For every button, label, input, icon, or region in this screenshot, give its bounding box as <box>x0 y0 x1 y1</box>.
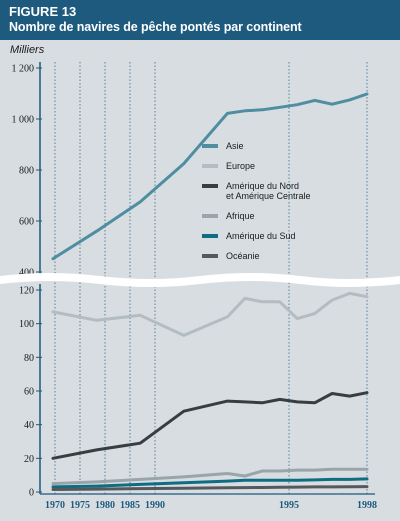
y-tick-label: 800 <box>19 166 34 177</box>
legend-label: Europe <box>226 161 255 171</box>
x-tick-label: 1998 <box>357 500 377 511</box>
y-tick-label: 100 <box>19 319 34 330</box>
figure-label: FIGURE 13 <box>9 4 77 19</box>
series-line-oceanie <box>51 485 369 491</box>
y-axis-unit-label: Milliers <box>10 44 45 56</box>
series-line-europe <box>51 291 369 337</box>
figure-title: Nombre de navires de pêche pontés par co… <box>9 20 302 34</box>
x-tick-label: 1980 <box>95 500 115 511</box>
axis-break <box>0 273 400 287</box>
x-tick-label: 1985 <box>120 500 140 511</box>
y-tick-label: 1 200 <box>12 64 35 75</box>
series-line-asie <box>51 92 369 261</box>
y-ticks: 400 600 800 1 000 1 200 0 20 40 60 80 100 120 <box>12 64 42 499</box>
y-tick-label: 120 <box>19 286 34 297</box>
y-tick-label: 400 <box>19 268 34 279</box>
y-tick-label: 60 <box>24 387 34 398</box>
legend-label: Amérique du Sud <box>226 231 296 241</box>
x-tick-label: 1975 <box>70 500 90 511</box>
legend-label: Afrique <box>226 211 255 221</box>
x-tick-label: 1990 <box>145 500 165 511</box>
y-tick-label: 1 000 <box>12 115 35 126</box>
series <box>51 92 369 491</box>
legend: Asie Europe Amérique du Nord et Amérique Ce… <box>202 141 311 261</box>
y-tick-label: 40 <box>24 420 34 431</box>
figure-header: FIGURE 13 Nombre de navires de pêche pon… <box>0 0 400 40</box>
series-line-amerique-du-nord-et-amerique-centrale <box>51 391 369 460</box>
x-tick-label: 1995 <box>279 500 299 511</box>
x-tick-label: 1970 <box>45 500 65 511</box>
x-ticks: 1970 1975 1980 1985 1990 1995 1998 <box>45 500 377 511</box>
y-tick-label: 20 <box>24 454 34 465</box>
y-tick-label: 80 <box>24 353 34 364</box>
y-tick-label: 0 <box>29 488 34 499</box>
series-line-afrique <box>51 467 369 486</box>
y-tick-label: 600 <box>19 217 34 228</box>
legend-label: Océanie <box>226 251 260 261</box>
legend-label: Asie <box>226 141 244 151</box>
legend-label: Amérique du Nord et Amérique Centrale <box>226 181 311 201</box>
series-line-amerique-du-sud <box>51 477 369 489</box>
